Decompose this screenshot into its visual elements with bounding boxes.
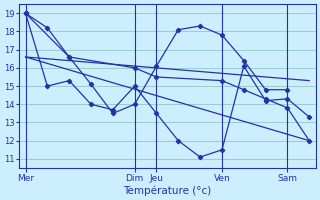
X-axis label: Température (°c): Température (°c): [123, 185, 212, 196]
